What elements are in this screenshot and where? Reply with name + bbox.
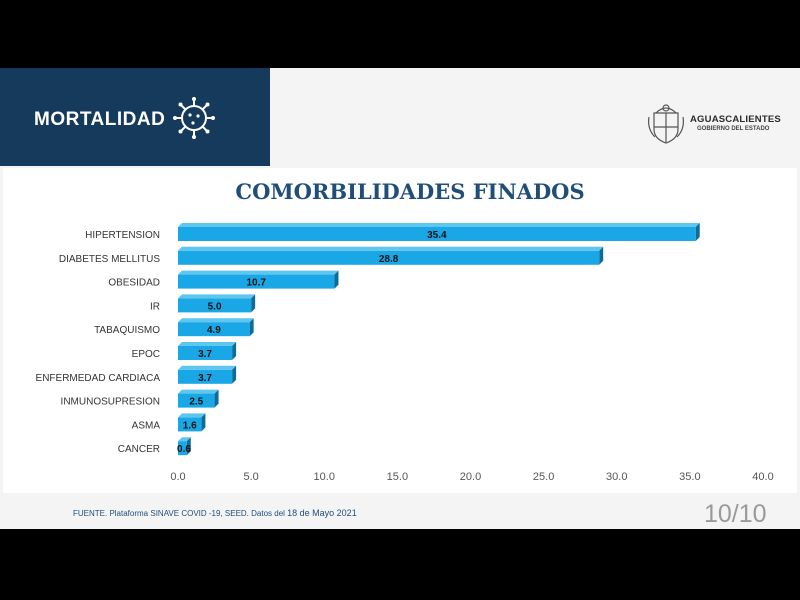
x-tick-label: 15.0 xyxy=(387,471,408,483)
header-band: MORTALIDAD xyxy=(0,68,270,166)
data-label: 3.7 xyxy=(198,373,212,384)
bar xyxy=(178,346,233,360)
chart-title: COMORBILIDADES FINADOS xyxy=(235,179,584,204)
x-tick-label: 30.0 xyxy=(606,471,627,483)
bar xyxy=(178,322,250,337)
header-title: MORTALIDAD xyxy=(34,109,166,130)
data-label: 1.6 xyxy=(183,420,197,431)
slide: MORTALIDAD AGUASCALIENTES xyxy=(0,68,800,529)
bar-top xyxy=(178,294,256,299)
bar-top xyxy=(178,246,604,251)
chart-panel: COMORBILIDADES FINADOS HIPERTENSION 35.4 DI… xyxy=(3,168,797,493)
category-label: DIABETES MELLITUS xyxy=(59,254,160,265)
bar-top xyxy=(178,365,237,370)
bar-side xyxy=(232,365,237,384)
category-label: INMUNOSUPRESION xyxy=(61,397,160,408)
x-tick-label: 10.0 xyxy=(314,471,335,483)
bar-side xyxy=(249,318,254,337)
bar-side xyxy=(695,223,700,241)
footer-source-prefix: FUENTE. Plataforma SINAVE COVID -19, SEE… xyxy=(73,509,288,518)
bar xyxy=(178,298,252,313)
bar-top xyxy=(178,223,700,227)
footer-date: 18 de Mayo 2021 xyxy=(287,508,357,518)
category-label: TABAQUISMO xyxy=(94,325,160,336)
bar xyxy=(178,227,696,241)
bar-side xyxy=(201,413,206,432)
x-tick-label: 0.0 xyxy=(170,471,185,483)
data-label: 35.4 xyxy=(427,230,447,241)
x-tick-label: 35.0 xyxy=(679,471,700,483)
bar-top xyxy=(178,413,206,418)
data-label: 10.7 xyxy=(247,278,267,289)
category-label: CANCER xyxy=(118,444,160,455)
category-label: EPOC xyxy=(132,349,160,360)
bar-top xyxy=(178,342,237,346)
bar xyxy=(178,417,202,432)
page-number: 10/10 xyxy=(704,500,767,528)
category-label: ASMA xyxy=(132,420,161,431)
bar xyxy=(178,274,335,289)
x-tick-label: 25.0 xyxy=(533,471,554,483)
bar-side xyxy=(251,294,256,313)
data-label: 0.6 xyxy=(177,444,191,455)
virus-icon xyxy=(173,97,215,139)
data-label: 2.5 xyxy=(189,397,203,408)
bar-top xyxy=(178,389,219,394)
bar-side xyxy=(599,246,604,265)
bar xyxy=(178,369,233,384)
category-label: ENFERMEDAD CARDIACA xyxy=(36,373,161,384)
coat-of-arms-icon xyxy=(648,104,684,144)
category-label: IR xyxy=(150,301,160,312)
bar-side xyxy=(214,389,219,408)
logo-title: AGUASCALIENTES xyxy=(690,114,781,125)
footer-source: FUENTE. Plataforma SINAVE COVID -19, SEE… xyxy=(73,508,357,518)
bar-top xyxy=(178,270,339,275)
bar-side xyxy=(334,270,339,289)
bar xyxy=(178,441,187,456)
bar xyxy=(178,250,600,265)
bar-side xyxy=(232,342,237,360)
bar-side xyxy=(186,437,191,456)
bar-chart: COMORBILIDADES FINADOS HIPERTENSION 35.4 DI… xyxy=(36,179,774,483)
category-label: HIPERTENSION xyxy=(85,230,160,241)
category-label: OBESIDAD xyxy=(108,278,160,289)
x-tick-label: 40.0 xyxy=(752,471,773,483)
data-label: 3.7 xyxy=(198,349,212,360)
x-tick-label: 20.0 xyxy=(460,471,481,483)
data-label: 5.0 xyxy=(208,301,222,312)
logo-subtitle: GOBIERNO DEL ESTADO xyxy=(697,126,770,132)
data-label: 28.8 xyxy=(379,254,399,265)
x-tick-label: 5.0 xyxy=(243,471,258,483)
bar xyxy=(178,393,215,408)
bar-top xyxy=(178,437,191,442)
bar-top xyxy=(178,318,254,323)
data-label: 4.9 xyxy=(207,325,221,336)
